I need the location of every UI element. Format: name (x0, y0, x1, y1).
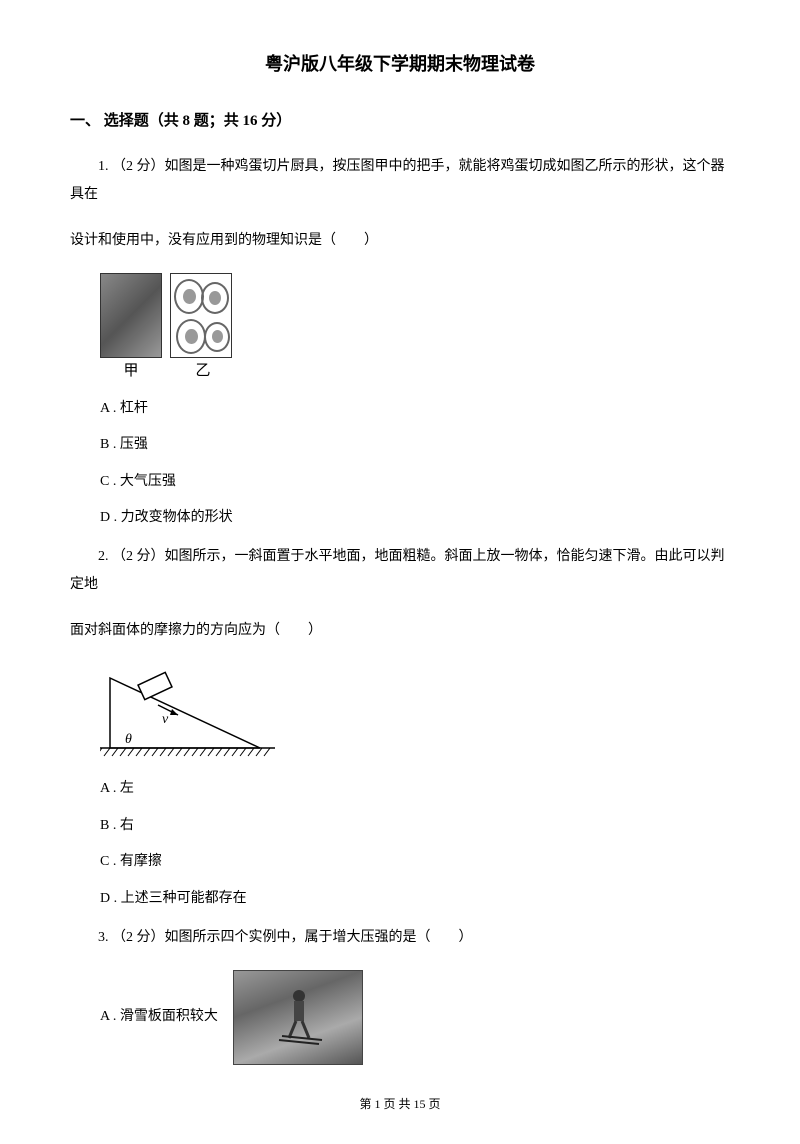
q1-option-a: A . 杠杆 (100, 398, 730, 420)
question-1-line2: 设计和使用中，没有应用到的物理知识是（ ） (70, 227, 730, 255)
q2-option-a: A . 左 (100, 778, 730, 800)
q3-option-a-row: A . 滑雪板面积较大 (100, 970, 730, 1065)
q1-option-c: C . 大气压强 (100, 471, 730, 493)
page-title: 粤沪版八年级下学期期末物理试卷 (70, 50, 730, 79)
q3-option-a-text: A . 滑雪板面积较大 (100, 1006, 218, 1028)
figure-2-container: v θ (100, 663, 730, 763)
egg-slice-icon (201, 282, 229, 314)
figure-1-image: 甲 乙 (100, 273, 240, 383)
q2-option-b: B . 右 (100, 815, 730, 837)
figure-3-skier (233, 970, 363, 1065)
egg-slice-icon (176, 319, 206, 354)
figure-yi-image (170, 273, 232, 358)
section-header: 一、 选择题（共 8 题；共 16 分） (70, 109, 730, 133)
question-3: 3. （2 分）如图所示四个实例中，属于增大压强的是（ ） (70, 924, 730, 952)
incline-diagram: v θ (100, 663, 280, 763)
figure-labels: 甲 乙 (100, 359, 240, 383)
question-2-line2: 面对斜面体的摩擦力的方向应为（ ） (70, 617, 730, 645)
q1-option-d: D . 力改变物体的形状 (100, 507, 730, 529)
skier-icon (274, 986, 324, 1046)
question-2-line1: 2. （2 分）如图所示，一斜面置于水平地面，地面粗糙。斜面上放一物体，恰能匀速… (70, 543, 730, 599)
page-footer: 第 1 页 共 15 页 (70, 1095, 730, 1114)
question-1-line1: 1. （2 分）如图是一种鸡蛋切片厨具，按压图甲中的把手，就能将鸡蛋切成如图乙所… (70, 153, 730, 209)
figure-1: 甲 乙 (100, 273, 730, 383)
q2-option-c: C . 有摩擦 (100, 851, 730, 873)
svg-text:θ: θ (125, 732, 132, 747)
figure-jia-image (100, 273, 162, 358)
figure-label-yi: 乙 (172, 359, 234, 383)
figure-2: v θ (100, 663, 280, 763)
figure-1-container: 甲 乙 (100, 273, 730, 383)
q2-option-d: D . 上述三种可能都存在 (100, 888, 730, 910)
figure-label-jia: 甲 (100, 359, 162, 383)
q1-option-b: B . 压强 (100, 434, 730, 456)
egg-slice-icon (204, 322, 230, 352)
egg-slice-icon (174, 279, 204, 314)
svg-text:v: v (162, 712, 169, 727)
